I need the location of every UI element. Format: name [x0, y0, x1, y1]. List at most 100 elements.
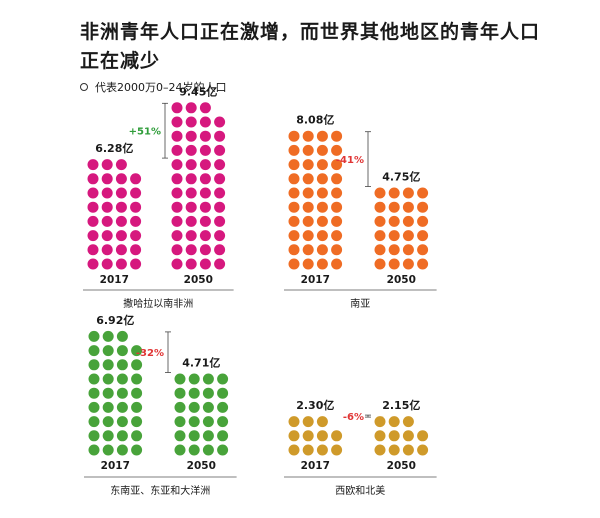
data-dot	[115, 230, 127, 242]
data-dot	[185, 187, 197, 199]
data-dot	[302, 159, 314, 171]
data-dot	[101, 201, 113, 213]
value-label: 6.92亿	[96, 313, 134, 327]
data-dot	[115, 258, 127, 270]
data-dot	[417, 187, 429, 199]
data-dot	[171, 102, 183, 114]
data-dot	[288, 444, 300, 456]
data-dot	[185, 173, 197, 185]
data-dot	[185, 215, 197, 227]
data-dot	[217, 387, 229, 399]
data-dot	[130, 230, 142, 242]
data-dot	[316, 201, 328, 213]
change-label: -41%	[336, 155, 364, 166]
data-dot	[131, 444, 143, 456]
data-dot	[316, 416, 328, 428]
data-dot	[101, 187, 113, 199]
year-label: 2017	[301, 460, 330, 472]
data-dot	[388, 444, 400, 456]
data-dot	[185, 102, 197, 114]
data-dot	[88, 373, 100, 385]
data-dot	[171, 201, 183, 213]
data-dot	[302, 416, 314, 428]
value-label: 4.75亿	[382, 170, 420, 184]
data-dot	[402, 201, 414, 213]
data-dot	[174, 444, 186, 456]
data-dot	[188, 430, 200, 442]
data-dot	[202, 387, 214, 399]
data-dot	[331, 444, 343, 456]
data-dot	[402, 215, 414, 227]
data-dot	[88, 330, 100, 342]
data-dot	[316, 258, 328, 270]
data-dot	[288, 173, 300, 185]
data-dot	[288, 430, 300, 442]
data-dot	[171, 215, 183, 227]
data-dot	[87, 258, 99, 270]
data-dot	[302, 258, 314, 270]
data-dot	[202, 373, 214, 385]
data-dot	[88, 359, 100, 371]
data-dot	[316, 444, 328, 456]
data-dot	[316, 244, 328, 256]
legend-label: 代表2000万0–24岁的人口	[95, 81, 227, 94]
data-dot	[288, 230, 300, 242]
data-dot	[116, 430, 128, 442]
data-dot	[388, 416, 400, 428]
data-dot	[331, 144, 343, 156]
data-dot	[331, 173, 343, 185]
data-dot	[185, 258, 197, 270]
data-dot	[214, 258, 226, 270]
data-dot	[214, 116, 226, 128]
data-dot	[171, 144, 183, 156]
value-label: 9.45亿	[179, 84, 217, 98]
data-dot	[131, 359, 143, 371]
data-dot	[417, 244, 429, 256]
data-dot	[417, 215, 429, 227]
data-dot	[316, 130, 328, 142]
data-dot	[130, 187, 142, 199]
data-dot	[374, 230, 386, 242]
data-dot	[199, 215, 211, 227]
data-dot	[171, 244, 183, 256]
data-dot	[102, 345, 114, 357]
data-dot	[188, 444, 200, 456]
value-label: 2.30亿	[296, 398, 334, 412]
data-dot	[417, 430, 429, 442]
data-dot	[188, 416, 200, 428]
data-dot	[302, 173, 314, 185]
data-dot	[185, 144, 197, 156]
data-dot	[115, 173, 127, 185]
year-label: 2050	[187, 460, 216, 472]
data-dot	[188, 401, 200, 413]
data-dot	[115, 215, 127, 227]
data-dot	[131, 401, 143, 413]
data-dot	[116, 401, 128, 413]
data-dot	[87, 244, 99, 256]
data-dot	[174, 373, 186, 385]
data-dot	[88, 345, 100, 357]
value-label: 6.28亿	[95, 141, 133, 155]
data-dot	[316, 144, 328, 156]
data-dot	[116, 330, 128, 342]
data-dot	[116, 387, 128, 399]
data-dot	[87, 173, 99, 185]
data-dot	[402, 187, 414, 199]
value-label: 2.15亿	[382, 398, 420, 412]
data-dot	[214, 130, 226, 142]
data-dot	[202, 430, 214, 442]
data-dot	[131, 387, 143, 399]
data-dot	[214, 230, 226, 242]
data-dot	[199, 201, 211, 213]
data-dot	[417, 258, 429, 270]
chart-title: 非洲青年人口正在激增，而世界其他地区的青年人口正在减少	[80, 21, 541, 72]
data-dot	[188, 373, 200, 385]
data-dot	[116, 373, 128, 385]
data-dot	[171, 230, 183, 242]
data-dot	[202, 444, 214, 456]
data-dot	[171, 258, 183, 270]
data-dot	[214, 201, 226, 213]
data-dot	[331, 187, 343, 199]
data-dot	[288, 416, 300, 428]
legend-dot-icon	[80, 83, 88, 91]
